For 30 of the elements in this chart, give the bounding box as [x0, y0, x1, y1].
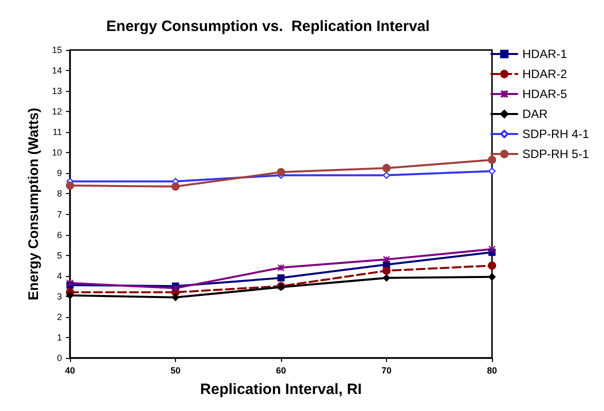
legend-label: SDP-RH 4-1 [522, 127, 590, 141]
x-tick-label: 60 [276, 366, 286, 376]
y-tick-label: 0 [56, 353, 62, 363]
legend-label: SDP-RH 5-1 [522, 147, 590, 161]
x-axis-title: Replication Interval, RI [200, 381, 362, 398]
y-tick-label: 13 [52, 86, 62, 96]
y-tick-label: 5 [56, 250, 62, 260]
y-tick-label: 14 [52, 66, 62, 76]
legend-label: HDAR-2 [522, 67, 568, 81]
legend-label: DAR [522, 107, 548, 121]
y-tick-label: 3 [56, 291, 62, 302]
y-axis-title: Energy Consumption (Watts) [25, 108, 41, 300]
x-tick-label: 50 [170, 366, 181, 376]
y-tick-label: 8 [56, 188, 62, 199]
chart-title: Energy Consumption vs. Replication Interval [106, 18, 430, 35]
x-tick-label: 70 [381, 366, 392, 376]
y-tick-label: 15 [52, 45, 62, 55]
y-tick-label: 1 [56, 332, 62, 342]
y-tick-label: 2 [56, 312, 62, 322]
y-tick-label: 6 [56, 230, 62, 240]
legend-label: HDAR-1 [522, 47, 568, 61]
y-tick-label: 7 [56, 209, 62, 220]
x-tick-label: 80 [486, 366, 498, 376]
y-tick-label: 10 [52, 148, 62, 158]
legend-label: HDAR-5 [522, 87, 568, 101]
y-tick-label: 11 [52, 127, 62, 138]
y-tick-label: 12 [52, 106, 62, 117]
y-tick-label: 9 [56, 168, 62, 178]
x-tick-label: 40 [64, 366, 76, 376]
y-tick-label: 4 [56, 270, 62, 281]
